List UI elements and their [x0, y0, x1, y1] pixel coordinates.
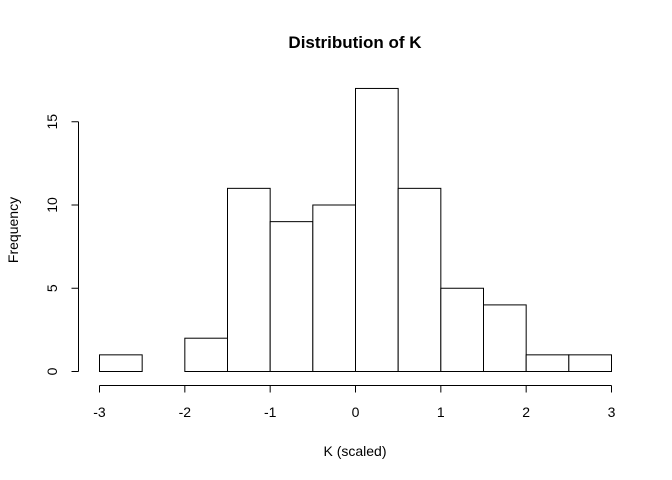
x-axis: -3 -2 -1 0 1 2 3: [93, 385, 616, 420]
histogram-bar: [525, 354, 570, 373]
x-tick-label: -3: [93, 404, 106, 420]
histogram-bar: [227, 187, 271, 372]
x-axis-label: K (scaled): [323, 443, 386, 459]
histogram-bar: [440, 287, 485, 372]
y-tick-label: 0: [44, 367, 60, 375]
x-tick-label: 0: [352, 404, 360, 420]
histogram-bar: [99, 354, 143, 373]
x-tick-label: 3: [608, 404, 616, 420]
y-tick-label: 15: [44, 114, 60, 130]
histogram-bar: [483, 304, 527, 372]
x-tick-label: -1: [264, 404, 277, 420]
histogram-bar: [355, 87, 399, 372]
histogram-bar: [269, 221, 314, 372]
y-axis-label: Frequency: [5, 197, 21, 263]
chart-title: Distribution of K: [288, 33, 422, 52]
histogram-bar: [312, 204, 357, 372]
histogram-bar: [184, 337, 228, 373]
histogram-bar: [568, 354, 612, 373]
y-tick-label: 5: [44, 284, 60, 292]
bars-group: [99, 87, 612, 373]
y-tick-label: 10: [44, 197, 60, 213]
x-tick-label: 2: [522, 404, 530, 420]
y-axis: 0 5 10 15: [44, 114, 79, 375]
x-tick-label: -2: [179, 404, 192, 420]
histogram-bar: [397, 187, 442, 372]
x-tick-label: 1: [437, 404, 445, 420]
